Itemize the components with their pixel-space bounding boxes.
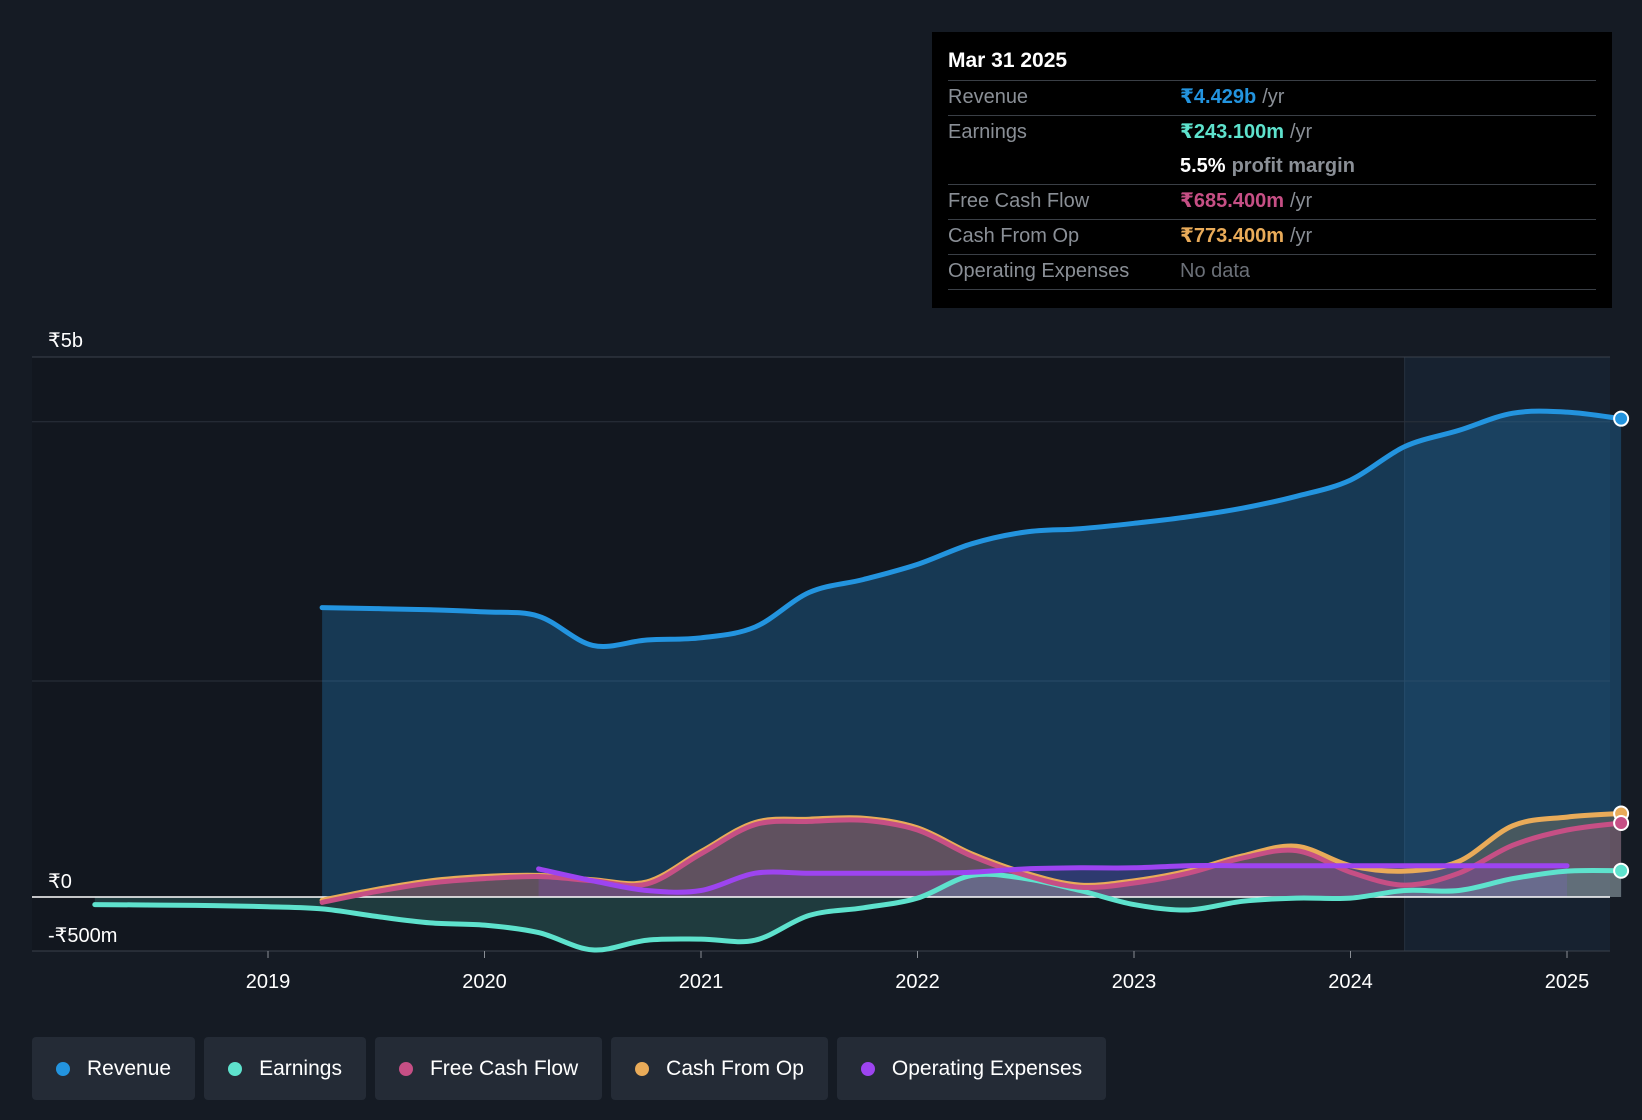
tooltip-unit: /yr <box>1290 121 1313 143</box>
x-tick-label: 2023 <box>1112 971 1157 993</box>
tooltip-margin-text: profit margin <box>1231 155 1355 177</box>
endpoint-markers <box>1613 410 1630 879</box>
tooltip-date: Mar 31 2025 <box>948 49 1068 72</box>
tooltip-label: Earnings <box>948 121 1027 143</box>
tooltip-unit: /yr <box>1290 190 1313 212</box>
tooltip-label: Cash From Op <box>948 225 1080 247</box>
tooltip-label: Operating Expenses <box>948 260 1130 282</box>
x-axis-labels: 2019 2020 2021 2022 2023 2024 2025 <box>246 951 1590 993</box>
area-free-cash-flow <box>322 819 1622 903</box>
tooltip-row-margin: 5.5% profit margin <box>948 150 1596 184</box>
area-revenue <box>322 411 1622 897</box>
tooltip-row-revenue: Revenue ₹4.429b /yr <box>948 80 1596 115</box>
marker-revenue <box>1613 410 1630 427</box>
x-tick-label: 2020 <box>462 971 507 993</box>
tooltip-value: ₹4.429b <box>1180 86 1257 108</box>
line-revenue <box>319 408 1624 649</box>
y-tick-label: ₹5b <box>48 330 83 352</box>
operating-expenses-dot-icon <box>860 1061 875 1076</box>
y-tick-label: -₹500m <box>48 925 117 947</box>
x-tick-label: 2024 <box>1328 971 1373 993</box>
area-earnings <box>94 870 1622 951</box>
x-tick-label: 2021 <box>679 971 724 993</box>
legend-item-earnings[interactable]: Earnings <box>204 1037 366 1100</box>
legend-item-free-cash-flow[interactable]: Free Cash Flow <box>374 1037 603 1100</box>
tooltip-unit: /yr <box>1290 225 1313 247</box>
tooltip-row-earnings: Earnings ₹243.100m /yr <box>948 115 1596 150</box>
x-tick-label: 2025 <box>1545 971 1590 993</box>
tooltip-margin-value: 5.5% <box>1180 155 1226 177</box>
legend-item-cash-from-op[interactable]: Cash From Op <box>611 1037 828 1100</box>
gridlines <box>32 356 1610 952</box>
line-free-cash-flow <box>319 817 1624 905</box>
legend: Revenue Earnings Free Cash Flow Cash Fro… <box>32 1037 1107 1100</box>
line-earnings <box>92 867 1624 953</box>
tooltip-value: ₹243.100m <box>1180 121 1284 143</box>
legend-label: Free Cash Flow <box>429 1056 579 1080</box>
legend-item-revenue[interactable]: Revenue <box>32 1037 196 1100</box>
plot-background <box>32 357 1610 951</box>
legend-label: Revenue <box>87 1056 172 1080</box>
legend-label: Operating Expenses <box>891 1056 1083 1080</box>
tooltip-label: Revenue <box>948 86 1029 108</box>
legend-label: Earnings <box>259 1056 342 1080</box>
y-axis-labels: ₹5b ₹0 -₹500m <box>48 330 117 947</box>
free-cash-flow-dot-icon <box>398 1061 413 1076</box>
series-lines <box>32 408 1624 953</box>
tooltip-row-opex: Operating Expenses No data <box>948 254 1596 290</box>
earnings-dot-icon <box>228 1061 243 1076</box>
tooltip-unit: /yr <box>1262 86 1285 108</box>
marker-free-cash-flow <box>1613 814 1630 831</box>
tooltip-value: ₹685.400m <box>1180 190 1284 212</box>
data-tooltip: Mar 31 2025 Revenue ₹4.429b /yr Earnings… <box>932 32 1612 308</box>
cash-from-op-dot-icon <box>635 1061 650 1076</box>
legend-label: Cash From Op <box>666 1056 804 1080</box>
x-tick-label: 2022 <box>895 971 940 993</box>
tooltip-label: Free Cash Flow <box>948 190 1090 212</box>
tooltip-row-cfo: Cash From Op ₹773.400m /yr <box>948 219 1596 254</box>
tooltip-value: ₹773.400m <box>1180 225 1284 247</box>
marker-earnings <box>1613 862 1630 879</box>
forecast-highlight <box>1404 357 1610 951</box>
tooltip-value: No data <box>1180 260 1251 282</box>
legend-item-operating-expenses[interactable]: Operating Expenses <box>836 1037 1107 1100</box>
tooltip-row-fcf: Free Cash Flow ₹685.400m /yr <box>948 184 1596 219</box>
revenue-dot-icon <box>56 1061 70 1076</box>
x-tick-label: 2019 <box>246 971 291 993</box>
y-tick-label: ₹0 <box>48 871 72 893</box>
line-operating-expenses <box>536 863 1570 895</box>
